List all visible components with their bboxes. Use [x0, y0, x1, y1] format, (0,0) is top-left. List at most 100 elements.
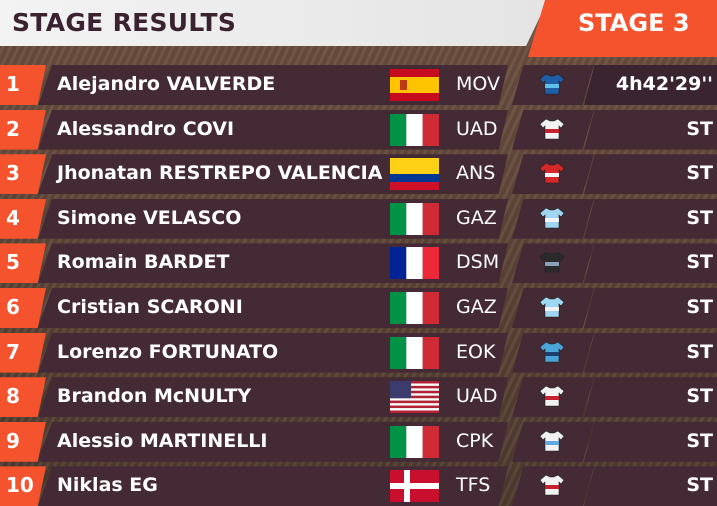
table-row: 1 Alejandro VALVERDE MOV 4h42'29'': [0, 65, 717, 105]
time-cell: 4h42'29'': [584, 65, 717, 105]
rider-name: Brandon McNULTY: [57, 385, 252, 408]
colombia-flag-icon: [390, 158, 439, 191]
team-code: UAD: [456, 117, 498, 140]
table-row: 6 Cristian SCARONI GAZ ST: [0, 288, 717, 328]
rider-cell: Brandon McNULTY UAD: [38, 377, 508, 418]
team-code: DSM: [456, 251, 500, 274]
rider-cell: Cristian SCARONI GAZ: [38, 288, 508, 328]
finish-time: ST: [686, 117, 713, 140]
rider-name: Alessandro COVI: [57, 117, 235, 140]
italy-flag-icon: [390, 113, 439, 146]
finish-time: ST: [686, 162, 713, 185]
rider-cell: Simone VELASCO GAZ: [38, 198, 508, 239]
jersey-cell: [512, 198, 594, 239]
jersey-cell: [512, 65, 594, 105]
position-cell: 5: [0, 243, 46, 284]
position-cell: 1: [0, 65, 46, 105]
results-header: STAGE RESULTS STAGE 3: [0, 0, 717, 57]
rider-cell: Lorenzo FORTUNATO EOK: [38, 332, 508, 373]
position-number: 1: [6, 72, 20, 96]
stage-badge: STAGE 3: [528, 0, 717, 57]
finish-time: ST: [686, 474, 713, 497]
position-cell: 3: [0, 154, 46, 195]
usa-flag-icon: [390, 381, 439, 414]
table-row: 3 Jhonatan RESTREPO VALENCIA ANS ST: [0, 154, 717, 195]
position-number: 4: [6, 205, 20, 230]
france-flag-icon: [390, 247, 439, 280]
table-row: 5 Romain BARDET DSM ST: [0, 243, 717, 284]
rider-name: Cristian SCARONI: [57, 296, 243, 318]
jersey-cell: [512, 288, 594, 328]
rider-cell: Alessandro COVI UAD: [38, 109, 508, 150]
jersey-cell: [512, 109, 594, 150]
position-number: 3: [6, 161, 20, 186]
rider-name: Alessio MARTINELLI: [57, 429, 268, 452]
time-cell: ST: [584, 198, 717, 239]
jersey-cell: [512, 154, 594, 195]
stage-label: STAGE 3: [578, 9, 690, 37]
rider-cell: Alejandro VALVERDE MOV: [38, 65, 508, 105]
rider-cell: Romain BARDET DSM: [38, 243, 508, 284]
jersey-cell: [512, 466, 594, 506]
rider-name: Alejandro VALVERDE: [57, 73, 276, 95]
position-number: 9: [6, 428, 20, 453]
rider-cell: Niklas EG TFS: [38, 466, 508, 506]
rider-cell: Jhonatan RESTREPO VALENCIA ANS: [38, 154, 508, 195]
rider-name: Simone VELASCO: [57, 206, 242, 229]
table-row: 9 Alessio MARTINELLI CPK ST: [0, 421, 717, 462]
team-code: UAD: [456, 385, 498, 408]
jersey-cell: [512, 377, 594, 418]
jersey-cell: [512, 332, 594, 373]
jersey-cell: [512, 243, 594, 284]
table-row: 7 Lorenzo FORTUNATO EOK ST: [0, 332, 717, 373]
time-cell: ST: [584, 377, 717, 418]
table-row: 4 Simone VELASCO GAZ ST: [0, 198, 717, 239]
position-number: 5: [6, 250, 20, 275]
italy-flag-icon: [390, 292, 439, 324]
jersey-cell: [512, 421, 594, 462]
table-row: 10 Niklas EG TFS ST: [0, 466, 717, 506]
rider-name: Jhonatan RESTREPO VALENCIA: [57, 162, 383, 185]
position-number: 10: [6, 473, 34, 498]
team-code: MOV: [456, 73, 501, 95]
finish-time: 4h42'29'': [615, 73, 713, 95]
position-cell: 7: [0, 332, 46, 373]
time-cell: ST: [584, 243, 717, 284]
position-number: 8: [6, 384, 20, 409]
page-title: STAGE RESULTS: [12, 8, 237, 37]
time-cell: ST: [584, 332, 717, 373]
time-cell: ST: [584, 288, 717, 328]
finish-time: ST: [686, 296, 713, 318]
table-row: 2 Alessandro COVI UAD ST: [0, 109, 717, 150]
team-code: EOK: [456, 340, 496, 363]
position-number: 7: [6, 339, 20, 364]
finish-time: ST: [686, 429, 713, 452]
finish-time: ST: [686, 251, 713, 274]
position-cell: 8: [0, 377, 46, 418]
position-cell: 6: [0, 288, 46, 328]
position-cell: 4: [0, 198, 46, 239]
time-cell: ST: [584, 154, 717, 195]
position-cell: 9: [0, 421, 46, 462]
position-number: 6: [6, 295, 20, 319]
team-code: CPK: [456, 429, 494, 452]
team-code: GAZ: [456, 296, 497, 318]
position-number: 2: [6, 116, 20, 141]
time-cell: ST: [584, 109, 717, 150]
rider-name: Niklas EG: [57, 474, 158, 497]
spain-flag-icon: [390, 69, 439, 101]
rider-name: Lorenzo FORTUNATO: [57, 340, 279, 363]
header-title-panel: STAGE RESULTS: [0, 0, 548, 46]
rider-cell: Alessio MARTINELLI CPK: [38, 421, 508, 462]
italy-flag-icon: [390, 202, 439, 235]
denmark-flag-icon: [390, 470, 439, 503]
team-code: ANS: [456, 162, 496, 185]
team-code: GAZ: [456, 206, 497, 229]
position-cell: 10: [0, 466, 46, 506]
team-code: TFS: [456, 474, 491, 497]
table-row: 8 Brandon McNULTY UAD ST: [0, 377, 717, 418]
italy-flag-icon: [390, 425, 439, 458]
finish-time: ST: [686, 206, 713, 229]
finish-time: ST: [686, 340, 713, 363]
italy-flag-icon: [390, 336, 439, 369]
